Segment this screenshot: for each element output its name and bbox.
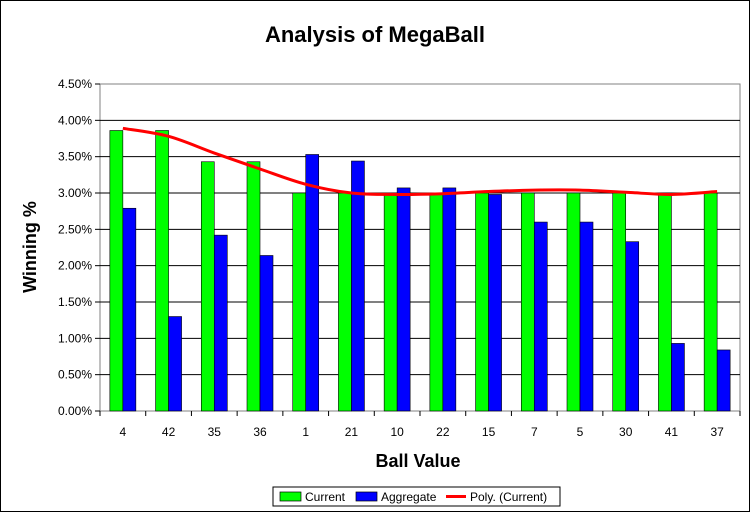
bar-aggregate-42 xyxy=(168,316,182,412)
legend-swatch-aggregate xyxy=(355,491,378,502)
bar-current-4 xyxy=(109,130,124,412)
bar-current-10 xyxy=(383,192,398,412)
legend-label-aggregate: Aggregate xyxy=(381,490,437,504)
bar-current-21 xyxy=(338,192,352,412)
y-tick-label: 1.50% xyxy=(58,295,92,309)
legend-label-trendline: Poly. (Current) xyxy=(470,490,547,504)
trendline-poly-current xyxy=(122,126,718,196)
bar-current-5 xyxy=(566,192,581,412)
bar-current-42 xyxy=(155,130,169,412)
y-tick-label: 0.00% xyxy=(58,404,92,418)
legend-swatch-current xyxy=(279,491,302,502)
y-tick-label: 4.00% xyxy=(58,113,92,127)
x-tick-label: 36 xyxy=(253,425,267,439)
y-tick-label: 4.50% xyxy=(58,77,92,91)
y-tick-label: 1.00% xyxy=(58,331,92,345)
bar-current-41 xyxy=(658,192,672,412)
x-tick-label: 37 xyxy=(710,425,724,439)
bar-current-35 xyxy=(200,161,215,412)
bar-aggregate-5 xyxy=(579,221,594,412)
bar-current-7 xyxy=(520,192,535,412)
x-tick-label: 30 xyxy=(619,425,633,439)
legend-label-current: Current xyxy=(305,490,346,504)
bar-aggregate-22 xyxy=(442,187,457,412)
x-tick-label: 1 xyxy=(302,425,309,439)
legend-box xyxy=(272,486,561,507)
x-tick-label: 41 xyxy=(665,425,679,439)
bar-current-37 xyxy=(703,192,718,412)
x-tick-label: 22 xyxy=(436,425,450,439)
bar-current-22 xyxy=(429,192,444,412)
bar-aggregate-41 xyxy=(671,343,685,412)
y-tick-label: 2.00% xyxy=(58,259,92,273)
y-tick-labels: 0.00% 0.50% 1.00% 1.50% 2.00% 2.50% 3.00% 3.50%… xyxy=(58,77,92,418)
x-tick-label: 21 xyxy=(345,425,359,439)
x-tick-label: 5 xyxy=(577,425,584,439)
y-tick-label: 3.50% xyxy=(58,150,92,164)
bar-aggregate-4 xyxy=(122,207,137,412)
y-tick-label: 3.00% xyxy=(58,186,92,200)
x-tick-label: 7 xyxy=(531,425,538,439)
x-axis-title: Ball Value xyxy=(375,451,460,471)
x-tick-labels: 4 42 35 36 1 21 10 22 15 7 5 30 41 37 xyxy=(120,425,725,439)
chart-title: Analysis of MegaBall xyxy=(265,22,485,47)
bar-aggregate-30 xyxy=(625,241,640,412)
x-tick-label: 15 xyxy=(482,425,496,439)
y-axis-title: Winning % xyxy=(20,201,40,293)
bar-aggregate-1 xyxy=(305,154,320,412)
bar-aggregate-7 xyxy=(533,221,548,412)
bar-aggregate-35 xyxy=(213,234,228,412)
bar-current-36 xyxy=(246,161,261,412)
bar-aggregate-36 xyxy=(259,255,274,412)
bar-aggregate-37 xyxy=(716,349,731,412)
y-tick-label: 0.50% xyxy=(58,368,92,382)
bar-current-15 xyxy=(475,192,489,412)
bars xyxy=(109,130,731,412)
x-tick-label: 10 xyxy=(390,425,404,439)
bar-aggregate-15 xyxy=(488,194,502,412)
y-tick-label: 2.50% xyxy=(58,222,92,236)
bar-current-30 xyxy=(612,192,627,412)
x-tick-label: 4 xyxy=(120,425,127,439)
bar-current-1 xyxy=(292,192,307,412)
bar-aggregate-21 xyxy=(351,160,365,412)
plot-area xyxy=(99,83,741,412)
legend: Current Aggregate Poly. (Current) xyxy=(272,486,561,507)
x-tick-label: 42 xyxy=(162,425,176,439)
bar-aggregate-10 xyxy=(396,187,411,412)
x-tick-label: 35 xyxy=(208,425,222,439)
